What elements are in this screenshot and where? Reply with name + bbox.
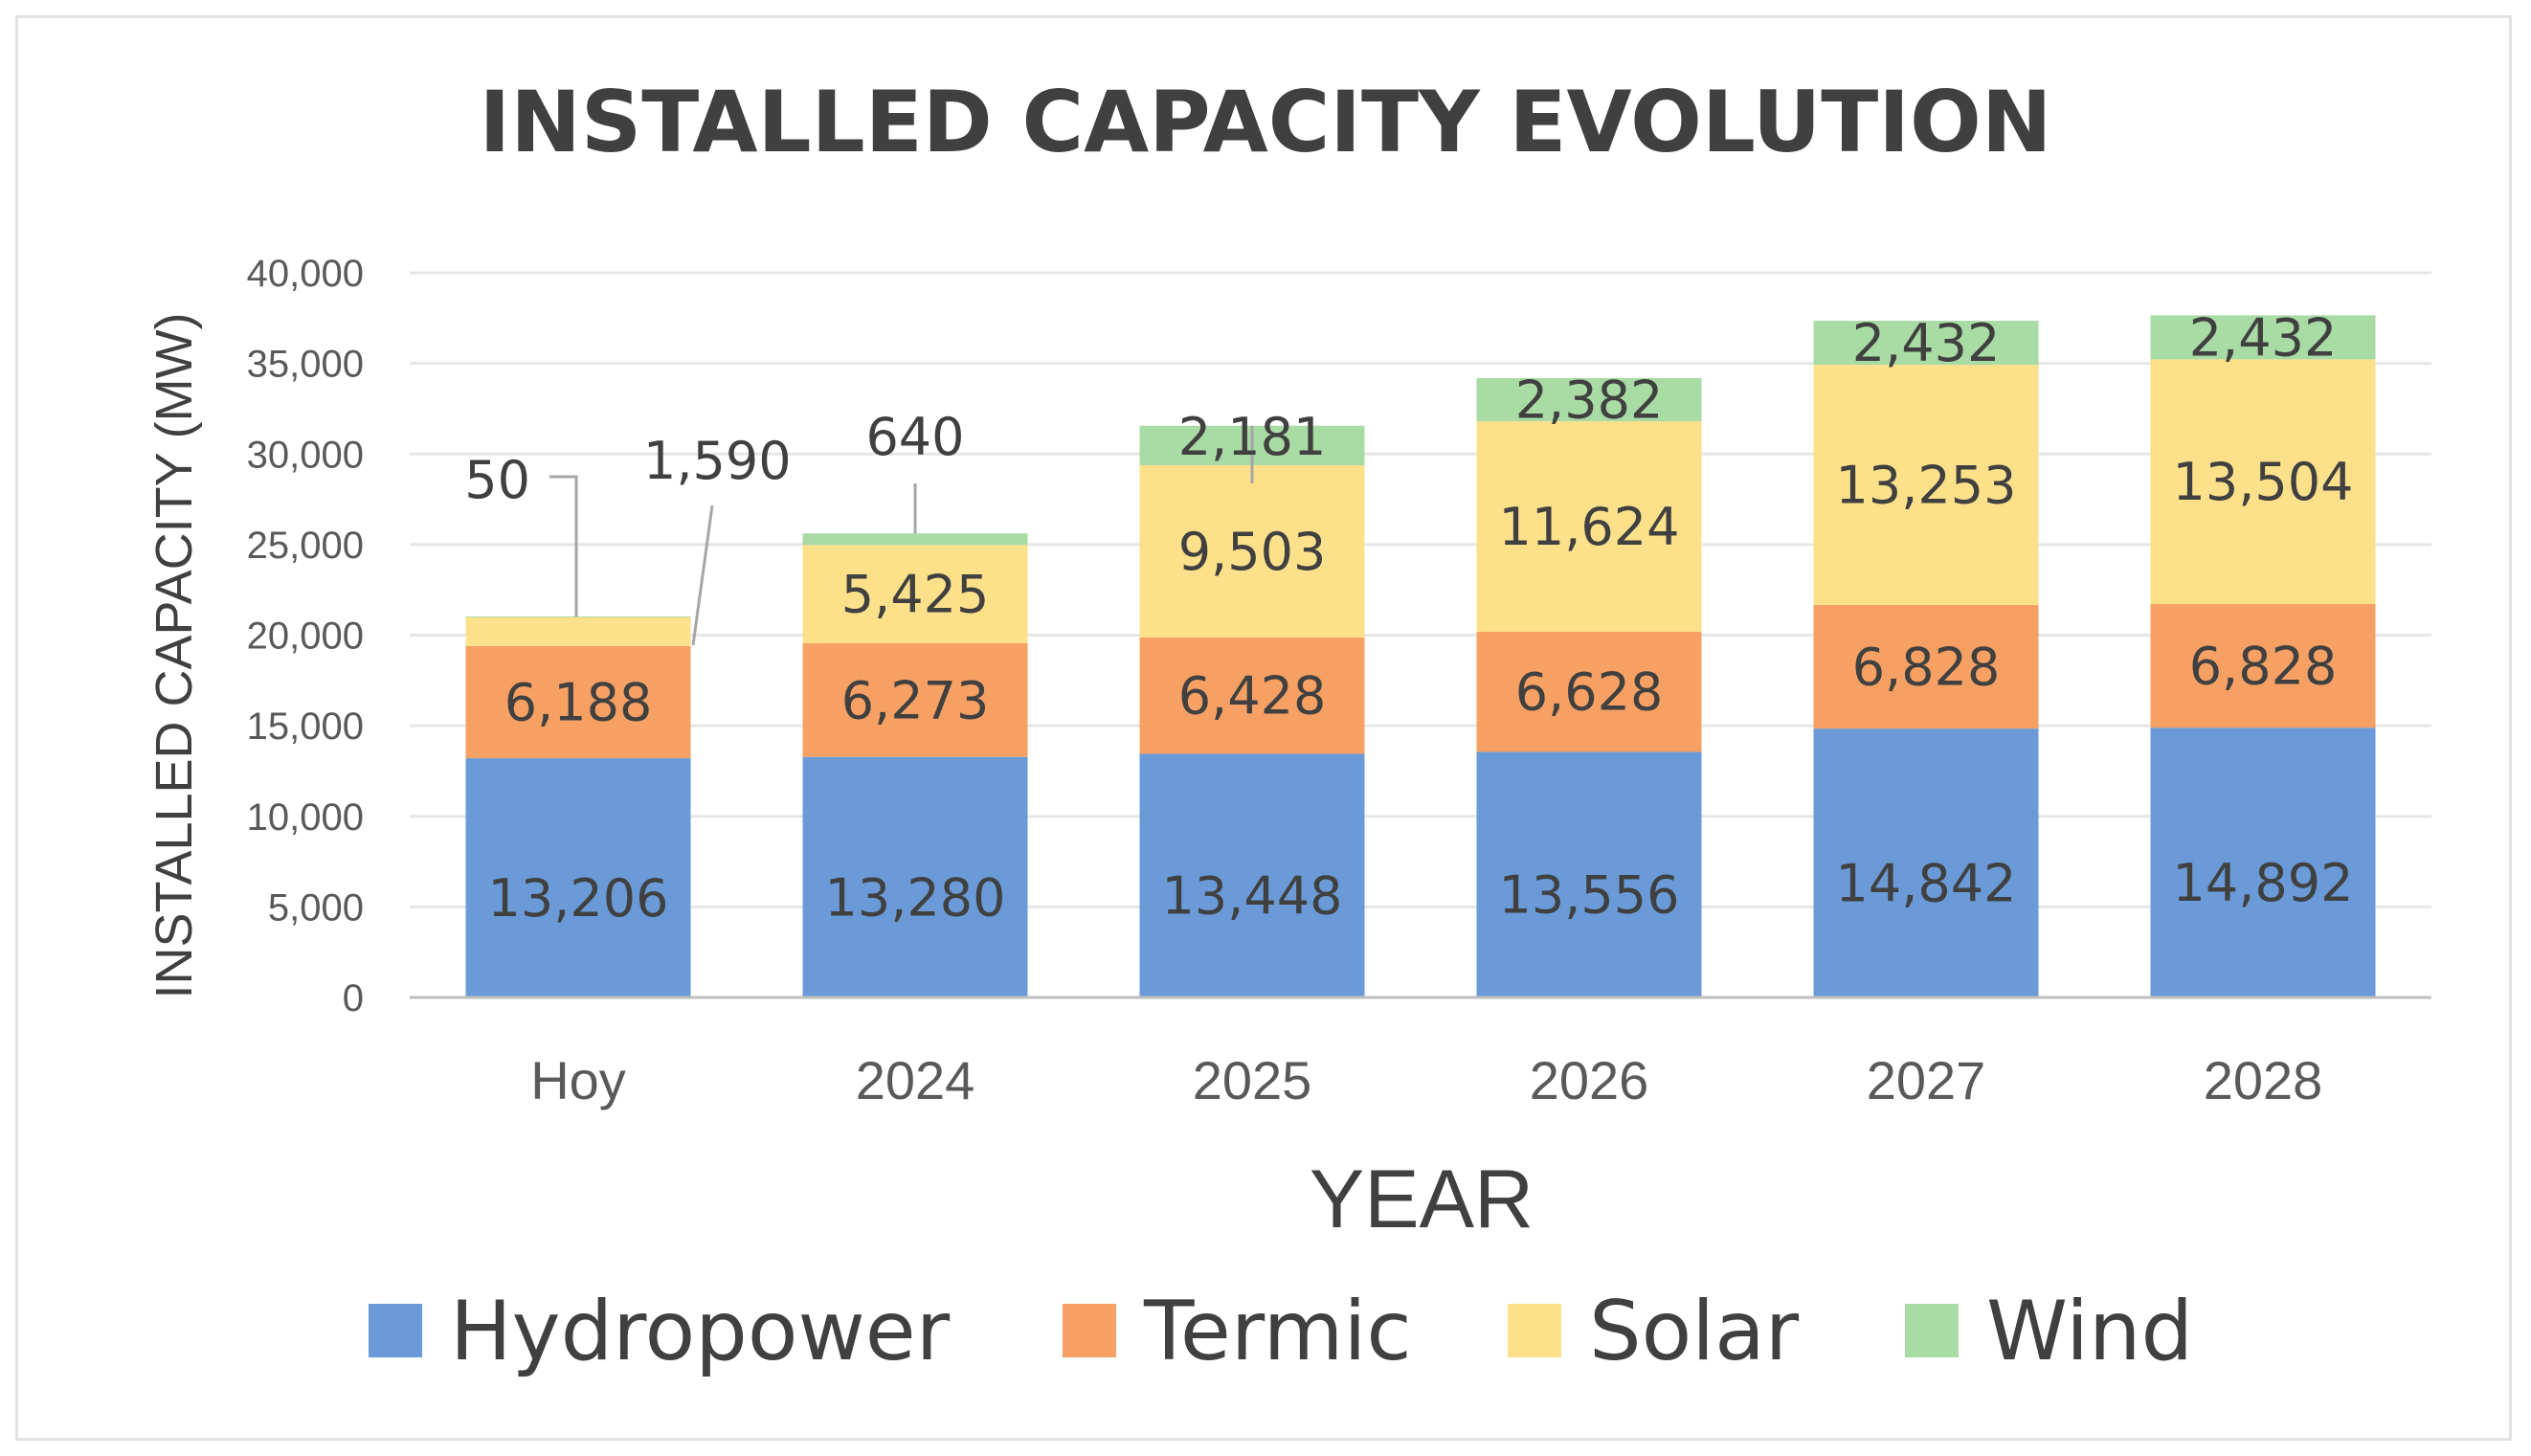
y-tick-label: 0 bbox=[343, 977, 364, 1019]
data-label: 1,590 bbox=[643, 431, 792, 491]
data-label: 2,432 bbox=[2189, 307, 2338, 368]
bar-wind-2024 bbox=[802, 533, 1028, 546]
legend-swatch-solar bbox=[1508, 1304, 1561, 1357]
y-tick-label: 35,000 bbox=[247, 344, 364, 386]
data-label: 6,273 bbox=[841, 670, 990, 730]
legend-label-termic: Termic bbox=[1143, 1284, 1412, 1379]
data-label: 2,181 bbox=[1178, 407, 1327, 467]
bar-solar-2025 bbox=[1139, 465, 1365, 638]
legend-label-wind: Wind bbox=[1986, 1284, 2193, 1379]
legend-label-solar: Solar bbox=[1589, 1284, 1800, 1379]
gridlines bbox=[410, 271, 2431, 908]
bar-termic-2027 bbox=[1813, 604, 2039, 729]
legend-swatch-hydropower bbox=[369, 1304, 422, 1357]
x-category-label: 2028 bbox=[2204, 1050, 2323, 1110]
y-tick-label: 5,000 bbox=[268, 886, 364, 929]
chart-title: INSTALLED CAPACITY EVOLUTION bbox=[479, 73, 2051, 171]
bar-hydropower-2028 bbox=[2150, 728, 2376, 997]
y-tick-label: 20,000 bbox=[247, 616, 364, 658]
bar-wind-2027 bbox=[1813, 321, 2039, 366]
data-label: 13,504 bbox=[2173, 452, 2354, 512]
legend-swatch-termic bbox=[1063, 1304, 1116, 1357]
bar-solar-2024 bbox=[802, 545, 1028, 643]
data-label: 6,628 bbox=[1515, 662, 1664, 723]
data-label: 13,280 bbox=[825, 867, 1006, 928]
data-label: 6,828 bbox=[2189, 637, 2338, 697]
bar-wind-2026 bbox=[1476, 377, 1702, 422]
legend: Hydropower Termic Solar Wind bbox=[369, 1284, 2193, 1379]
y-tick-label: 15,000 bbox=[247, 706, 364, 748]
x-category-label: 2026 bbox=[1530, 1050, 1649, 1110]
bar-termic-2026 bbox=[1476, 632, 1702, 752]
y-tick-label: 40,000 bbox=[247, 253, 364, 295]
data-label: 14,892 bbox=[2173, 853, 2354, 913]
data-label: 5,425 bbox=[841, 565, 990, 625]
bar-hydropower-2025 bbox=[1139, 753, 1365, 997]
bar-termic-2028 bbox=[2150, 603, 2376, 728]
bar-hydropower-hoy bbox=[465, 758, 691, 997]
bars bbox=[465, 315, 2376, 997]
x-axis-title: YEAR bbox=[1310, 1154, 1534, 1245]
data-label: 2,432 bbox=[1852, 313, 2001, 373]
bar-hydropower-2024 bbox=[802, 756, 1028, 997]
bar-hydropower-2027 bbox=[1813, 728, 2039, 997]
y-axis-ticks: 0 5,000 10,000 15,000 20,000 25,000 30,000 35,0… bbox=[247, 253, 364, 1019]
bar-wind-hoy bbox=[465, 616, 691, 617]
data-label: 13,448 bbox=[1162, 866, 1343, 927]
y-tick-label: 10,000 bbox=[247, 796, 364, 839]
bar-wind-2028 bbox=[2150, 315, 2376, 360]
bar-termic-2024 bbox=[802, 642, 1028, 757]
data-label: 9,503 bbox=[1178, 522, 1327, 582]
x-axis-categories: Hoy 2024 2025 2026 2027 2028 bbox=[530, 1050, 2322, 1110]
x-category-label: 2027 bbox=[1867, 1050, 1986, 1110]
y-tick-label: 30,000 bbox=[247, 434, 364, 476]
bar-solar-2028 bbox=[2150, 359, 2376, 604]
data-label: 6,428 bbox=[1178, 666, 1327, 727]
bar-solar-2026 bbox=[1476, 421, 1702, 633]
bar-hydropower-2026 bbox=[1476, 751, 1702, 997]
data-label: 6,188 bbox=[504, 673, 653, 733]
data-label: 14,842 bbox=[1836, 854, 2017, 914]
data-label: 50 bbox=[464, 450, 530, 510]
x-category-label: Hoy bbox=[530, 1050, 626, 1110]
bar-solar-2027 bbox=[1813, 365, 2039, 605]
legend-swatch-wind bbox=[1905, 1304, 1959, 1357]
data-labels: 13,206 6,188 1,590 50 13,280 6,273 5,425 640 13,… bbox=[464, 307, 2353, 929]
leader-line bbox=[549, 475, 578, 617]
bar-termic-hoy bbox=[465, 645, 691, 759]
bar-solar-hoy bbox=[465, 616, 691, 646]
data-label: 2,382 bbox=[1515, 370, 1664, 430]
data-label: 640 bbox=[865, 407, 964, 467]
data-label: 11,624 bbox=[1499, 497, 1680, 557]
y-axis-title: INSTALLED CAPACITY (MW) bbox=[146, 312, 203, 998]
data-label: 13,556 bbox=[1499, 865, 1680, 926]
y-tick-label: 25,000 bbox=[247, 525, 364, 567]
bar-termic-2025 bbox=[1139, 637, 1365, 754]
x-category-label: 2024 bbox=[856, 1050, 975, 1110]
data-label: 13,253 bbox=[1836, 455, 2017, 515]
data-label: 13,206 bbox=[488, 868, 669, 929]
data-label: 6,828 bbox=[1852, 638, 2001, 698]
leader-line bbox=[691, 504, 714, 646]
legend-label-hydropower: Hydropower bbox=[450, 1284, 951, 1379]
x-category-label: 2025 bbox=[1193, 1050, 1312, 1110]
